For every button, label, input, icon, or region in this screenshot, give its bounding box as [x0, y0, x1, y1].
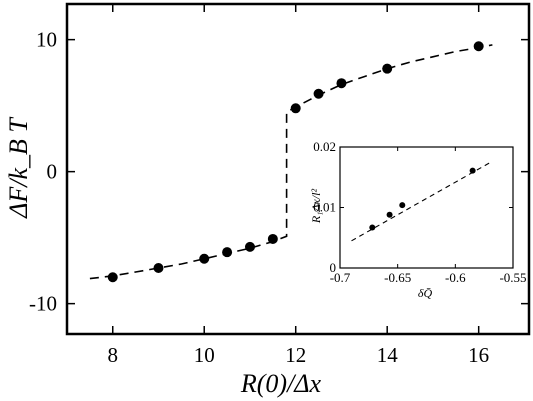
x-tick-label: 16: [468, 343, 489, 367]
main-tick-labels: 8 10 12 14 16 10 0 -10: [29, 28, 489, 367]
x-tick-label: -0.65: [384, 270, 411, 285]
main-data-points: [107, 41, 484, 283]
inset-ticks: [339, 146, 514, 269]
data-point: [382, 63, 393, 74]
x-tick-label: 14: [377, 343, 399, 367]
x-tick-label: -0.6: [445, 270, 466, 285]
data-point: [469, 167, 476, 174]
inset-data-points: [369, 167, 476, 231]
y-tick-label: -10: [29, 292, 57, 316]
data-point: [199, 253, 210, 264]
data-point: [290, 103, 301, 114]
inset-tick-labels: -0.7 -0.65 -0.6 -0.55 0 0.01 0.02: [313, 139, 526, 285]
data-point: [313, 88, 324, 99]
data-point: [267, 233, 278, 244]
y-tick-label: 0: [47, 160, 58, 184]
x-tick-label: -0.55: [499, 270, 526, 285]
data-point: [386, 211, 393, 218]
inset-y-axis-label: R₁Δx/l²: [309, 189, 323, 225]
main-ticks: [67, 4, 529, 334]
y-tick-label: 0: [330, 260, 337, 275]
inset-plot-frame: [339, 146, 514, 269]
data-point: [244, 241, 255, 252]
inset-chart: -0.7 -0.65 -0.6 -0.55 0 0.01 0.02 δQ̄ R₁Δx/l²: [309, 139, 527, 300]
main-fit-curve: [89, 44, 493, 280]
x-axis-label: R(0)/Δx: [240, 369, 322, 398]
x-tick-label: 12: [285, 343, 306, 367]
data-point: [222, 247, 233, 258]
x-tick-label: -0.7: [330, 270, 351, 285]
y-axis-label: ΔF/k_B T: [4, 117, 33, 219]
x-tick-label: 10: [194, 343, 215, 367]
x-tick-label: 8: [107, 343, 118, 367]
data-point: [153, 263, 164, 273]
data-point: [399, 202, 406, 209]
fit-curve-line: [89, 44, 493, 280]
data-point: [336, 78, 347, 89]
y-tick-label: 0.02: [313, 139, 336, 154]
data-point: [473, 41, 484, 52]
y-tick-label: 0.01: [313, 200, 336, 215]
y-tick-label: 10: [36, 28, 57, 52]
data-point: [369, 224, 376, 231]
inset-x-axis-label: δQ̄: [418, 286, 433, 300]
data-point: [107, 272, 118, 283]
